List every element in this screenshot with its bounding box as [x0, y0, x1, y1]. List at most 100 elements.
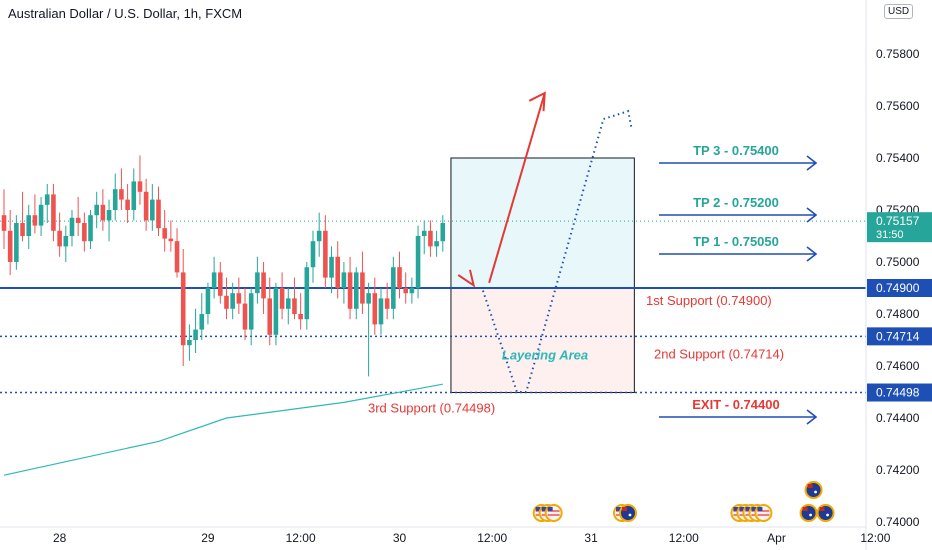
- us-flag-canton: [757, 507, 763, 511]
- last-price-badge: [867, 212, 932, 243]
- annotation-label-3: TP 1 - 0.75050: [693, 234, 779, 249]
- annotation-label-2: TP 2 - 0.75200: [693, 195, 779, 210]
- candle-body: [248, 293, 254, 330]
- candle-body: [180, 272, 186, 346]
- candle-body: [421, 230, 427, 236]
- candle-body: [199, 314, 205, 330]
- candle-body: [304, 267, 310, 320]
- annotation-label-1: TP 3 - 0.75400: [693, 143, 779, 158]
- candle-body: [242, 303, 248, 330]
- candle-body: [347, 272, 353, 309]
- drop-arrow: [457, 269, 476, 288]
- price-badge-3: [867, 383, 932, 402]
- price-badge-1: [867, 279, 932, 297]
- candle-body: [335, 256, 341, 288]
- candle-body: [125, 199, 130, 210]
- au-flag-canton: [802, 507, 808, 511]
- candle-body: [143, 191, 149, 221]
- candle-body: [403, 288, 408, 294]
- candle-body: [409, 288, 415, 294]
- price-badge-label-1: 0.74900: [876, 281, 920, 295]
- us-flag-canton: [541, 507, 547, 511]
- x-tick-label: 12:00: [286, 531, 316, 545]
- support-label-5: 2nd Support (0.74714): [654, 346, 784, 361]
- candle-body: [106, 210, 112, 221]
- y-tick-label: 0.75400: [876, 151, 920, 165]
- x-tick-label: Apr: [767, 531, 786, 545]
- candle-body: [279, 288, 285, 309]
- currency-button[interactable]: USD: [884, 4, 914, 19]
- arrow-head-7: [806, 409, 818, 425]
- price-badge-label-2: 0.74714: [876, 329, 920, 343]
- price-badge-label-3: 0.74498: [876, 386, 920, 400]
- countdown-label: 31:50: [876, 229, 904, 241]
- x-tick-label: 31: [584, 531, 598, 545]
- arrow-head-2: [806, 207, 818, 223]
- au-flag-canton: [819, 507, 825, 511]
- candle-body: [285, 298, 291, 309]
- candle-body: [273, 288, 279, 335]
- candle-body: [20, 223, 25, 236]
- candle-body: [255, 272, 260, 294]
- candle-body: [75, 217, 81, 223]
- candle-body: [372, 293, 378, 325]
- candle-body: [366, 293, 371, 304]
- candle-body: [218, 272, 223, 296]
- candle-body: [119, 189, 124, 200]
- candle-body: [69, 217, 75, 236]
- candle-body: [316, 230, 322, 242]
- us-flag-canton: [751, 507, 757, 511]
- layering-zone: [450, 287, 635, 394]
- candle-body: [131, 181, 137, 210]
- au-flag-star: [814, 490, 817, 494]
- y-tick-label: 0.75600: [876, 99, 920, 113]
- us-flag-canton: [733, 507, 739, 511]
- y-tick-label: 0.75800: [876, 47, 920, 61]
- au-flag-star: [628, 513, 632, 517]
- candle-body: [230, 293, 235, 309]
- x-tick-label: 12:00: [669, 531, 699, 545]
- price-badge-2: [867, 327, 932, 346]
- candle-body: [440, 223, 446, 242]
- candle-body: [162, 228, 167, 239]
- candle-body: [236, 293, 242, 304]
- x-tick-label: 12:00: [860, 531, 890, 545]
- candle-body: [32, 215, 38, 226]
- candle-body: [156, 199, 161, 229]
- candle-body: [323, 230, 328, 278]
- candle-body: [112, 189, 118, 210]
- candle-body: [51, 194, 56, 231]
- x-tick-label: 12:00: [477, 531, 507, 545]
- candle-body: [434, 241, 439, 247]
- y-tick-label: 0.74800: [876, 307, 920, 321]
- candle-body: [82, 223, 87, 242]
- candle-body: [26, 215, 32, 236]
- candle-body: [14, 223, 19, 262]
- y-tick-label: 0.74600: [876, 359, 920, 373]
- candle-body: [187, 340, 192, 346]
- candle-body: [7, 230, 13, 262]
- x-tick-label: 30: [393, 531, 407, 545]
- arrow-head-1: [806, 155, 818, 171]
- candle-body: [168, 238, 174, 242]
- candle-body: [384, 298, 390, 309]
- y-tick-label: 0.74200: [876, 463, 920, 477]
- candle-body: [57, 230, 62, 247]
- candle-body: [174, 241, 180, 273]
- candle-body: [44, 194, 50, 205]
- chart-title: Australian Dollar / U.S. Dollar, 1h, FXC…: [8, 6, 243, 21]
- candle-body: [428, 230, 433, 247]
- us-flag-canton: [745, 507, 751, 511]
- candle-body: [391, 267, 396, 309]
- candle-body: [94, 204, 99, 216]
- candle-body: [261, 272, 266, 299]
- candle-body: [415, 236, 421, 288]
- candle-body: [224, 295, 229, 309]
- moving-average-line: [3, 383, 443, 476]
- au-flag-star: [809, 513, 812, 517]
- candle-body: [292, 298, 297, 314]
- candle-body: [63, 236, 69, 247]
- x-tick-label: 28: [53, 531, 67, 545]
- au-flag-canton: [807, 484, 813, 488]
